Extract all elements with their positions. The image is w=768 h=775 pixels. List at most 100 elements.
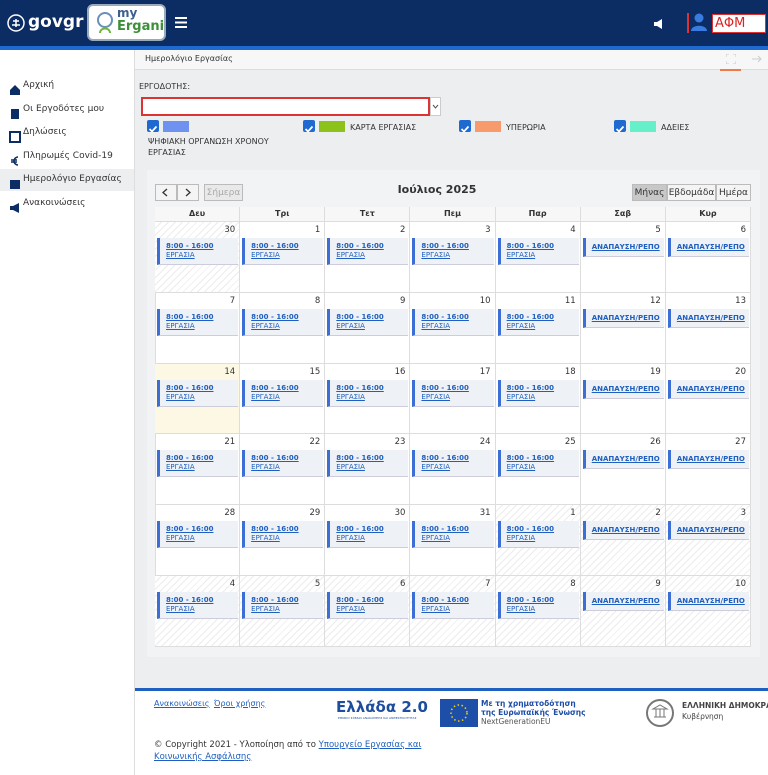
day-cell[interactable] (325, 222, 411, 293)
day-number[interactable]: 7 (485, 579, 491, 589)
event-label[interactable]: ΕΡΓΑΣΙΑ (166, 251, 195, 259)
event[interactable]: 8:00 - 16:00 ΕΡΓΑΣΙΑ (327, 379, 409, 407)
event[interactable]: 8:00 - 16:00 ΕΡΓΑΣΙΑ (157, 592, 239, 619)
event-label[interactable]: ΕΡΓΑΣΙΑ (166, 392, 195, 401)
event-label[interactable]: ΕΡΓΑΣΙΑ (251, 251, 280, 259)
day-number[interactable]: 19 (650, 366, 661, 377)
event[interactable]: 8:00 - 16:00 ΕΡΓΑΣΙΑ (497, 238, 579, 265)
day-cell[interactable] (325, 292, 411, 364)
day-cell[interactable] (325, 434, 411, 506)
day-cell[interactable] (325, 363, 411, 435)
menu-toggle[interactable] (175, 17, 187, 28)
employer-select[interactable] (141, 97, 430, 116)
event[interactable]: 8:00 - 16:00 ΕΡΓΑΣΙΑ (157, 450, 239, 478)
event[interactable]: ΑΝΑΠΑΥΣΗ/ΡΕΠΟ (582, 379, 664, 399)
day-cell[interactable] (495, 434, 581, 506)
event-time[interactable]: 8:00 - 16:00 (506, 312, 555, 321)
day-cell[interactable] (580, 434, 666, 506)
day-number[interactable]: 6 (740, 225, 746, 235)
day-number[interactable]: 13 (735, 295, 746, 306)
event-label[interactable]: ΕΡΓΑΣΙΑ (421, 605, 451, 613)
event-label[interactable]: ΑΝΑΠΑΥΣΗ/ΡΕΠΟ (676, 243, 745, 251)
day-cell[interactable] (580, 222, 666, 293)
event-label[interactable]: ΕΡΓΑΣΙΑ (336, 321, 365, 330)
view-button[interactable]: Μήνας (632, 184, 667, 201)
event-label[interactable]: ΑΝΑΠΑΥΣΗ/ΡΕΠΟ (591, 384, 660, 393)
legend-checkbox[interactable] (614, 120, 626, 133)
day-cell[interactable] (495, 222, 581, 293)
day-number[interactable]: 6 (400, 579, 406, 589)
event-label[interactable]: ΕΡΓΑΣΙΑ (251, 463, 280, 472)
menu-item[interactable]: Πληρωμές Covid-19 (23, 150, 113, 161)
day-number[interactable]: 5 (314, 579, 321, 589)
event-time[interactable]: 8:00 - 16:00 (421, 312, 469, 321)
event[interactable]: 8:00 - 16:00 ΕΡΓΑΣΙΑ (497, 308, 579, 336)
expand-icon[interactable] (726, 54, 736, 64)
view-button[interactable]: Εβδομάδα (667, 184, 716, 201)
event[interactable]: 8:00 - 16:00 ΕΡΓΑΣΙΑ (327, 238, 409, 265)
day-number[interactable]: 4 (229, 579, 236, 589)
day-number[interactable]: 4 (570, 225, 576, 235)
event[interactable]: 8:00 - 16:00 ΕΡΓΑΣΙΑ (242, 450, 324, 478)
event[interactable]: ΑΝΑΠΑΥΣΗ/ΡΕΠΟ (582, 308, 664, 328)
day-cell[interactable] (580, 292, 666, 364)
day-cell[interactable] (665, 576, 751, 647)
event-label[interactable]: ΕΡΓΑΣΙΑ (166, 534, 195, 543)
event-label[interactable]: ΕΡΓΑΣΙΑ (251, 392, 280, 401)
day-cell[interactable] (665, 292, 751, 364)
day-number[interactable]: 14 (224, 366, 236, 377)
day-cell[interactable] (495, 363, 581, 435)
day-cell[interactable] (665, 222, 751, 293)
event-time[interactable]: 8:00 - 16:00 (251, 596, 299, 604)
event-label[interactable]: ΕΡΓΑΣΙΑ (421, 321, 451, 330)
event[interactable]: ΑΝΑΠΑΥΣΗ/ΡΕΠΟ (667, 238, 749, 257)
day-number[interactable]: 23 (394, 437, 406, 448)
brand[interactable]: govgr (28, 12, 84, 32)
event[interactable]: ΑΝΑΠΑΥΣΗ/ΡΕΠΟ (582, 238, 664, 257)
event-label[interactable]: ΕΡΓΑΣΙΑ (251, 534, 280, 543)
event[interactable]: ΑΝΑΠΑΥΣΗ/ΡΕΠΟ (582, 592, 664, 611)
day-cell[interactable] (580, 576, 666, 647)
user-taxid[interactable]: ΑΦΜ (712, 14, 766, 33)
day-number[interactable]: 17 (479, 366, 491, 377)
day-cell[interactable] (410, 363, 496, 435)
day-number[interactable]: 9 (655, 579, 661, 589)
event[interactable]: 8:00 - 16:00 ΕΡΓΑΣΙΑ (412, 521, 494, 549)
event-time[interactable]: 8:00 - 16:00 (421, 242, 469, 250)
event-label[interactable]: ΕΡΓΑΣΙΑ (336, 392, 365, 401)
event-time[interactable]: 8:00 - 16:00 (251, 242, 299, 250)
day-number[interactable]: 20 (735, 366, 746, 377)
day-cell[interactable] (155, 505, 241, 576)
day-cell[interactable] (240, 222, 326, 293)
event[interactable]: ΑΝΑΠΑΥΣΗ/ΡΕΠΟ (667, 308, 749, 328)
day-cell[interactable] (665, 505, 751, 576)
day-cell[interactable] (325, 505, 411, 576)
event[interactable]: 8:00 - 16:00 ΕΡΓΑΣΙΑ (242, 238, 324, 265)
event-time[interactable]: 8:00 - 16:00 (166, 454, 214, 463)
event[interactable]: 8:00 - 16:00 ΕΡΓΑΣΙΑ (497, 450, 579, 478)
event[interactable]: 8:00 - 16:00 ΕΡΓΑΣΙΑ (412, 379, 494, 407)
day-number[interactable]: 16 (394, 366, 406, 377)
day-number[interactable]: 30 (394, 508, 406, 519)
day-number[interactable]: 1 (314, 225, 321, 235)
day-cell[interactable] (665, 434, 751, 506)
day-number[interactable]: 15 (309, 366, 321, 377)
event-label[interactable]: ΕΡΓΑΣΙΑ (166, 605, 195, 613)
event[interactable]: 8:00 - 16:00 ΕΡΓΑΣΙΑ (327, 450, 409, 478)
event-time[interactable]: 8:00 - 16:00 (251, 454, 299, 463)
event-time[interactable]: 8:00 - 16:00 (336, 596, 384, 604)
event-label[interactable]: ΕΡΓΑΣΙΑ (506, 251, 536, 259)
menu-item[interactable]: Αρχική (23, 80, 55, 90)
day-cell[interactable] (240, 434, 326, 506)
day-number[interactable]: 27 (735, 437, 746, 448)
event-time[interactable]: 8:00 - 16:00 (336, 383, 384, 392)
notifications-icon[interactable] (654, 19, 665, 29)
next-button[interactable] (177, 184, 199, 201)
day-cell[interactable] (580, 363, 666, 435)
day-cell[interactable] (155, 292, 241, 364)
day-number[interactable]: 8 (570, 579, 576, 589)
event[interactable]: ΑΝΑΠΑΥΣΗ/ΡΕΠΟ (667, 379, 749, 399)
day-number[interactable]: 7 (229, 295, 236, 306)
day-number[interactable]: 9 (400, 295, 406, 306)
day-number[interactable]: 3 (485, 225, 491, 235)
